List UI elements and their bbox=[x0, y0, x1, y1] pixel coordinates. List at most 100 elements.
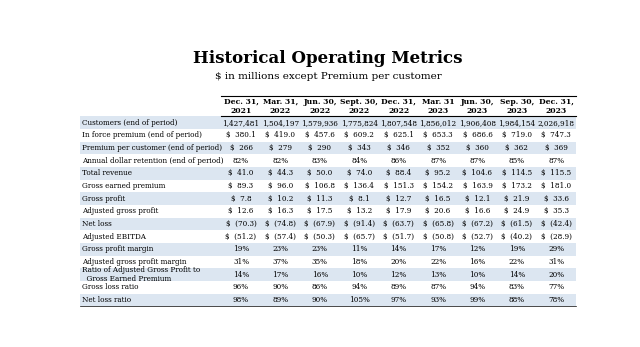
Text: 14%: 14% bbox=[509, 271, 525, 279]
Bar bbox=[80, 230, 576, 243]
Text: 87%: 87% bbox=[430, 157, 446, 165]
Text: $  74.0: $ 74.0 bbox=[347, 169, 372, 177]
Text: $  360: $ 360 bbox=[466, 144, 489, 152]
Text: 37%: 37% bbox=[273, 258, 289, 266]
Text: $  290: $ 290 bbox=[308, 144, 332, 152]
Bar bbox=[80, 243, 576, 256]
Text: $  12.6: $ 12.6 bbox=[228, 207, 253, 215]
Text: 35%: 35% bbox=[312, 258, 328, 266]
Text: Mar. 31
2023: Mar. 31 2023 bbox=[422, 98, 454, 115]
Text: $  609.2: $ 609.2 bbox=[344, 132, 374, 139]
Text: $  419.0: $ 419.0 bbox=[266, 132, 296, 139]
Text: $  (50.3): $ (50.3) bbox=[305, 232, 335, 240]
Text: 1,775,824: 1,775,824 bbox=[340, 119, 378, 127]
Text: 88%: 88% bbox=[509, 296, 525, 304]
Text: Premium per customer (end of period): Premium per customer (end of period) bbox=[83, 144, 223, 152]
Text: $  35.3: $ 35.3 bbox=[544, 207, 569, 215]
Bar bbox=[80, 167, 576, 180]
Text: $  16.5: $ 16.5 bbox=[426, 195, 451, 203]
Bar bbox=[80, 117, 576, 129]
Text: $  50.0: $ 50.0 bbox=[307, 169, 333, 177]
Text: 87%: 87% bbox=[469, 157, 486, 165]
Text: $  106.8: $ 106.8 bbox=[305, 182, 335, 190]
Text: 94%: 94% bbox=[469, 283, 486, 291]
Text: 1,984,154: 1,984,154 bbox=[499, 119, 536, 127]
Text: $  719.0: $ 719.0 bbox=[502, 132, 532, 139]
Text: 1,906,408: 1,906,408 bbox=[459, 119, 496, 127]
Text: $  (67.2): $ (67.2) bbox=[462, 220, 493, 228]
Text: $  115.5: $ 115.5 bbox=[541, 169, 572, 177]
Text: $  369: $ 369 bbox=[545, 144, 568, 152]
Text: 11%: 11% bbox=[351, 245, 367, 253]
Text: $  181.0: $ 181.0 bbox=[541, 182, 572, 190]
Text: $  11.3: $ 11.3 bbox=[307, 195, 333, 203]
Text: $  (74.8): $ (74.8) bbox=[265, 220, 296, 228]
Text: $  266: $ 266 bbox=[230, 144, 253, 152]
Text: $  352: $ 352 bbox=[427, 144, 449, 152]
Text: Sept. 30,
2022: Sept. 30, 2022 bbox=[340, 98, 378, 115]
Text: $  625.1: $ 625.1 bbox=[384, 132, 413, 139]
Text: 78%: 78% bbox=[548, 296, 564, 304]
Text: 20%: 20% bbox=[390, 258, 407, 266]
Text: 12%: 12% bbox=[469, 245, 486, 253]
Text: $  10.2: $ 10.2 bbox=[268, 195, 293, 203]
Text: $  33.6: $ 33.6 bbox=[544, 195, 569, 203]
Text: $  12.1: $ 12.1 bbox=[465, 195, 490, 203]
Text: 93%: 93% bbox=[430, 296, 446, 304]
Text: Net loss: Net loss bbox=[83, 220, 112, 228]
Text: $  88.4: $ 88.4 bbox=[386, 169, 412, 177]
Text: $  (67.9): $ (67.9) bbox=[305, 220, 335, 228]
Text: Dec. 31,
2021: Dec. 31, 2021 bbox=[223, 98, 259, 115]
Text: $  114.5: $ 114.5 bbox=[502, 169, 532, 177]
Text: 86%: 86% bbox=[390, 157, 407, 165]
Text: $  163.9: $ 163.9 bbox=[463, 182, 492, 190]
Text: 86%: 86% bbox=[312, 283, 328, 291]
Text: 97%: 97% bbox=[390, 296, 407, 304]
Text: 17%: 17% bbox=[273, 271, 289, 279]
Text: 19%: 19% bbox=[233, 245, 249, 253]
Text: 12%: 12% bbox=[390, 271, 407, 279]
Text: $  362: $ 362 bbox=[506, 144, 529, 152]
Text: $  12.7: $ 12.7 bbox=[386, 195, 412, 203]
Text: 1,579,936: 1,579,936 bbox=[301, 119, 339, 127]
Text: 84%: 84% bbox=[351, 157, 367, 165]
Bar bbox=[80, 294, 576, 306]
Text: Adjusted gross profit: Adjusted gross profit bbox=[83, 207, 159, 215]
Text: Historical Operating Metrics: Historical Operating Metrics bbox=[193, 50, 463, 67]
Text: 14%: 14% bbox=[233, 271, 249, 279]
Text: $  747.3: $ 747.3 bbox=[541, 132, 571, 139]
Text: $  (61.5): $ (61.5) bbox=[501, 220, 532, 228]
Text: 29%: 29% bbox=[548, 245, 564, 253]
Text: $  154.2: $ 154.2 bbox=[423, 182, 453, 190]
Bar bbox=[80, 180, 576, 192]
Text: Dec. 31,
2023: Dec. 31, 2023 bbox=[539, 98, 573, 115]
Text: 10%: 10% bbox=[469, 271, 486, 279]
Bar bbox=[80, 129, 576, 142]
Text: 83%: 83% bbox=[312, 157, 328, 165]
Text: 83%: 83% bbox=[509, 283, 525, 291]
Text: 99%: 99% bbox=[469, 296, 486, 304]
Text: 22%: 22% bbox=[430, 258, 446, 266]
Text: 87%: 87% bbox=[430, 283, 446, 291]
Text: $  343: $ 343 bbox=[348, 144, 371, 152]
Text: Customers (end of period): Customers (end of period) bbox=[83, 119, 178, 127]
Text: $  653.3: $ 653.3 bbox=[423, 132, 453, 139]
Text: $ in millions except Premium per customer: $ in millions except Premium per custome… bbox=[214, 73, 442, 81]
Text: Gross loss ratio: Gross loss ratio bbox=[83, 283, 139, 291]
Text: $  136.4: $ 136.4 bbox=[344, 182, 374, 190]
Text: 2,026,918: 2,026,918 bbox=[538, 119, 575, 127]
Text: $  (57.4): $ (57.4) bbox=[265, 232, 296, 240]
Text: $  44.3: $ 44.3 bbox=[268, 169, 293, 177]
Text: Ratio of Adjusted Gross Profit to
  Gross Earned Premium: Ratio of Adjusted Gross Profit to Gross … bbox=[83, 266, 201, 283]
Text: Jun. 30,
2023: Jun. 30, 2023 bbox=[461, 98, 494, 115]
Text: Gross profit: Gross profit bbox=[83, 195, 125, 203]
Text: $  89.3: $ 89.3 bbox=[228, 182, 253, 190]
Text: 16%: 16% bbox=[469, 258, 486, 266]
Text: Net loss ratio: Net loss ratio bbox=[83, 296, 132, 304]
Bar bbox=[80, 192, 576, 205]
Text: $  151.3: $ 151.3 bbox=[384, 182, 413, 190]
Text: Mar. 31,
2022: Mar. 31, 2022 bbox=[263, 98, 298, 115]
Text: $  (63.7): $ (63.7) bbox=[383, 220, 414, 228]
Bar bbox=[80, 154, 576, 167]
Text: $  41.0: $ 41.0 bbox=[228, 169, 253, 177]
